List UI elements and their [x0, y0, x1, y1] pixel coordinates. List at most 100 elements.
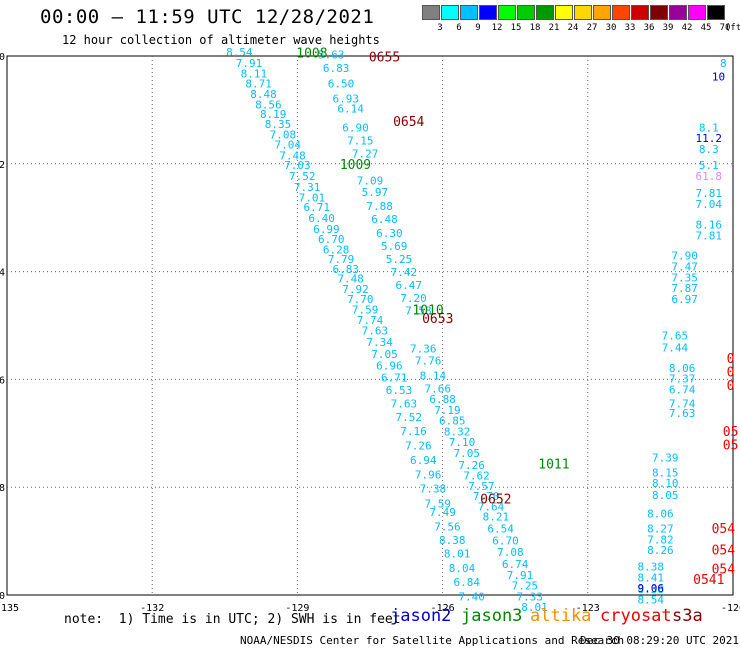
- swh-value: 7.58: [405, 305, 432, 318]
- generation-timestamp: Dec 30 08:29:20 UTC 2021: [580, 634, 739, 647]
- pass-time-label: 0652: [480, 492, 511, 507]
- swh-value: 7.04: [696, 198, 723, 211]
- swh-value: 6.83: [323, 62, 350, 75]
- color-scale-label: 21: [548, 23, 560, 33]
- swh-value: 6.74: [502, 558, 529, 571]
- swh-value: 6.50: [328, 77, 355, 90]
- swh-value: 7.66: [425, 382, 452, 395]
- swh-value: 6.94: [410, 454, 437, 467]
- swh-value: 7.74: [669, 397, 696, 410]
- swh-value: 6.28: [323, 243, 350, 256]
- swh-value: 7.70: [473, 490, 500, 503]
- swh-value: 6.48: [371, 213, 398, 226]
- pass-time-label: 054: [712, 562, 736, 577]
- color-scale-label: 39: [662, 23, 674, 33]
- color-scale-label: 36: [643, 23, 655, 33]
- swh-value: 7.74: [357, 314, 384, 327]
- swh-value: 8.04: [449, 562, 476, 575]
- swh-value: 8: [720, 57, 727, 70]
- swh-value: 6.97: [671, 293, 698, 306]
- pass-time-label: 0653: [422, 312, 453, 327]
- satellite-label-cryosat: cryosat: [600, 606, 672, 626]
- chart-title: 00:00 — 11:59 UTC 12/28/2021: [40, 6, 375, 28]
- pass-time-label: 0: [727, 379, 735, 394]
- color-scale-label: 3: [437, 23, 443, 33]
- swh-value: 7.34: [366, 336, 393, 349]
- swh-value: 7.38: [420, 483, 447, 496]
- swh-value: 7.91: [507, 569, 534, 582]
- swh-value: 8.48: [250, 88, 277, 101]
- swh-value: 7.44: [662, 341, 689, 354]
- swh-value: 6.30: [376, 227, 403, 240]
- pass-time-label: 0654: [393, 115, 424, 130]
- plot-frame: [6, 55, 734, 596]
- pass-time-label: 0: [727, 366, 735, 381]
- swh-value: 6.93: [333, 92, 360, 105]
- color-scale-label: 45: [700, 23, 712, 33]
- color-scale-swatch: [422, 5, 440, 20]
- satellite-label-jason3: jason3: [461, 606, 523, 626]
- color-scale-swatch: [441, 5, 459, 20]
- swh-value: 7.08: [270, 128, 297, 141]
- pass-time-label: 0541: [693, 573, 724, 588]
- swh-value: 8.06: [647, 507, 674, 520]
- color-scale-label: 12: [491, 23, 503, 33]
- swh-value: 7.39: [652, 451, 679, 464]
- swh-value: 7.62: [463, 470, 490, 483]
- swh-value: 8.06: [669, 362, 696, 375]
- swh-value: 6.99: [313, 223, 340, 236]
- color-scale-swatch: [460, 5, 478, 20]
- credit-line: NOAA/NESDIS Center for Satellite Applica…: [240, 634, 625, 647]
- swh-value: 7.48: [279, 149, 306, 162]
- swh-value: 6.84: [454, 576, 481, 589]
- pass-time-label: 1008: [296, 47, 327, 62]
- swh-value: 8.32: [444, 425, 471, 438]
- color-scale-swatch: [650, 5, 668, 20]
- swh-value: 8.15: [652, 466, 679, 479]
- color-scale-swatch: [517, 5, 535, 20]
- x-tick-label: -132: [140, 603, 164, 614]
- swh-value: 7.10: [449, 436, 476, 449]
- x-tick-label: -126: [431, 603, 455, 614]
- swh-value: 8.71: [245, 77, 272, 90]
- y-tick-label: -36: [0, 375, 5, 386]
- swh-value: 7.26: [405, 439, 432, 452]
- color-scale-swatch: [612, 5, 630, 20]
- swh-value: 6.96: [376, 360, 403, 373]
- swh-value: 7.27: [352, 147, 379, 160]
- swh-value: 8.26: [647, 544, 674, 557]
- swh-value: 7.92: [342, 283, 369, 296]
- y-tick-label: -40: [0, 591, 5, 602]
- swh-value: 6.14: [337, 103, 364, 116]
- swh-value: 7.33: [516, 590, 543, 603]
- swh-value: 7.05: [371, 348, 398, 361]
- swh-value: 7.91: [236, 57, 263, 70]
- swh-value: 7.56: [434, 520, 461, 533]
- swh-value: 7.76: [415, 354, 442, 367]
- swh-value: 7.03: [284, 159, 311, 172]
- swh-value: 11.2: [696, 132, 723, 145]
- swh-value: 8.27: [647, 522, 674, 535]
- color-scale-swatch: [479, 5, 497, 20]
- swh-value: 7.40: [458, 590, 485, 603]
- swh-value: 7.57: [468, 480, 495, 493]
- x-tick-label: -129: [285, 603, 309, 614]
- swh-value: 7.59: [425, 498, 452, 511]
- swh-value: 7.15: [347, 134, 374, 147]
- color-scale-label: 33: [624, 23, 636, 33]
- swh-value: 6.70: [318, 233, 345, 246]
- color-scale-label: 15: [510, 23, 522, 33]
- y-tick-label: -30: [0, 52, 5, 63]
- color-scale-unit: (ft): [725, 23, 740, 33]
- swh-value: 7.31: [294, 181, 321, 194]
- swh-value: 7.52: [289, 170, 316, 183]
- swh-value: 5.69: [381, 240, 408, 253]
- swh-value: 7.49: [429, 506, 456, 519]
- x-tick-label: -120: [721, 603, 740, 614]
- swh-value: 7.09: [357, 174, 384, 187]
- pass-time-label: 1009: [340, 158, 371, 173]
- swh-value: 7.82: [647, 533, 674, 546]
- swh-value: 7.01: [299, 192, 326, 205]
- color-scale-swatch: [669, 5, 687, 20]
- color-scale-swatch: [574, 5, 592, 20]
